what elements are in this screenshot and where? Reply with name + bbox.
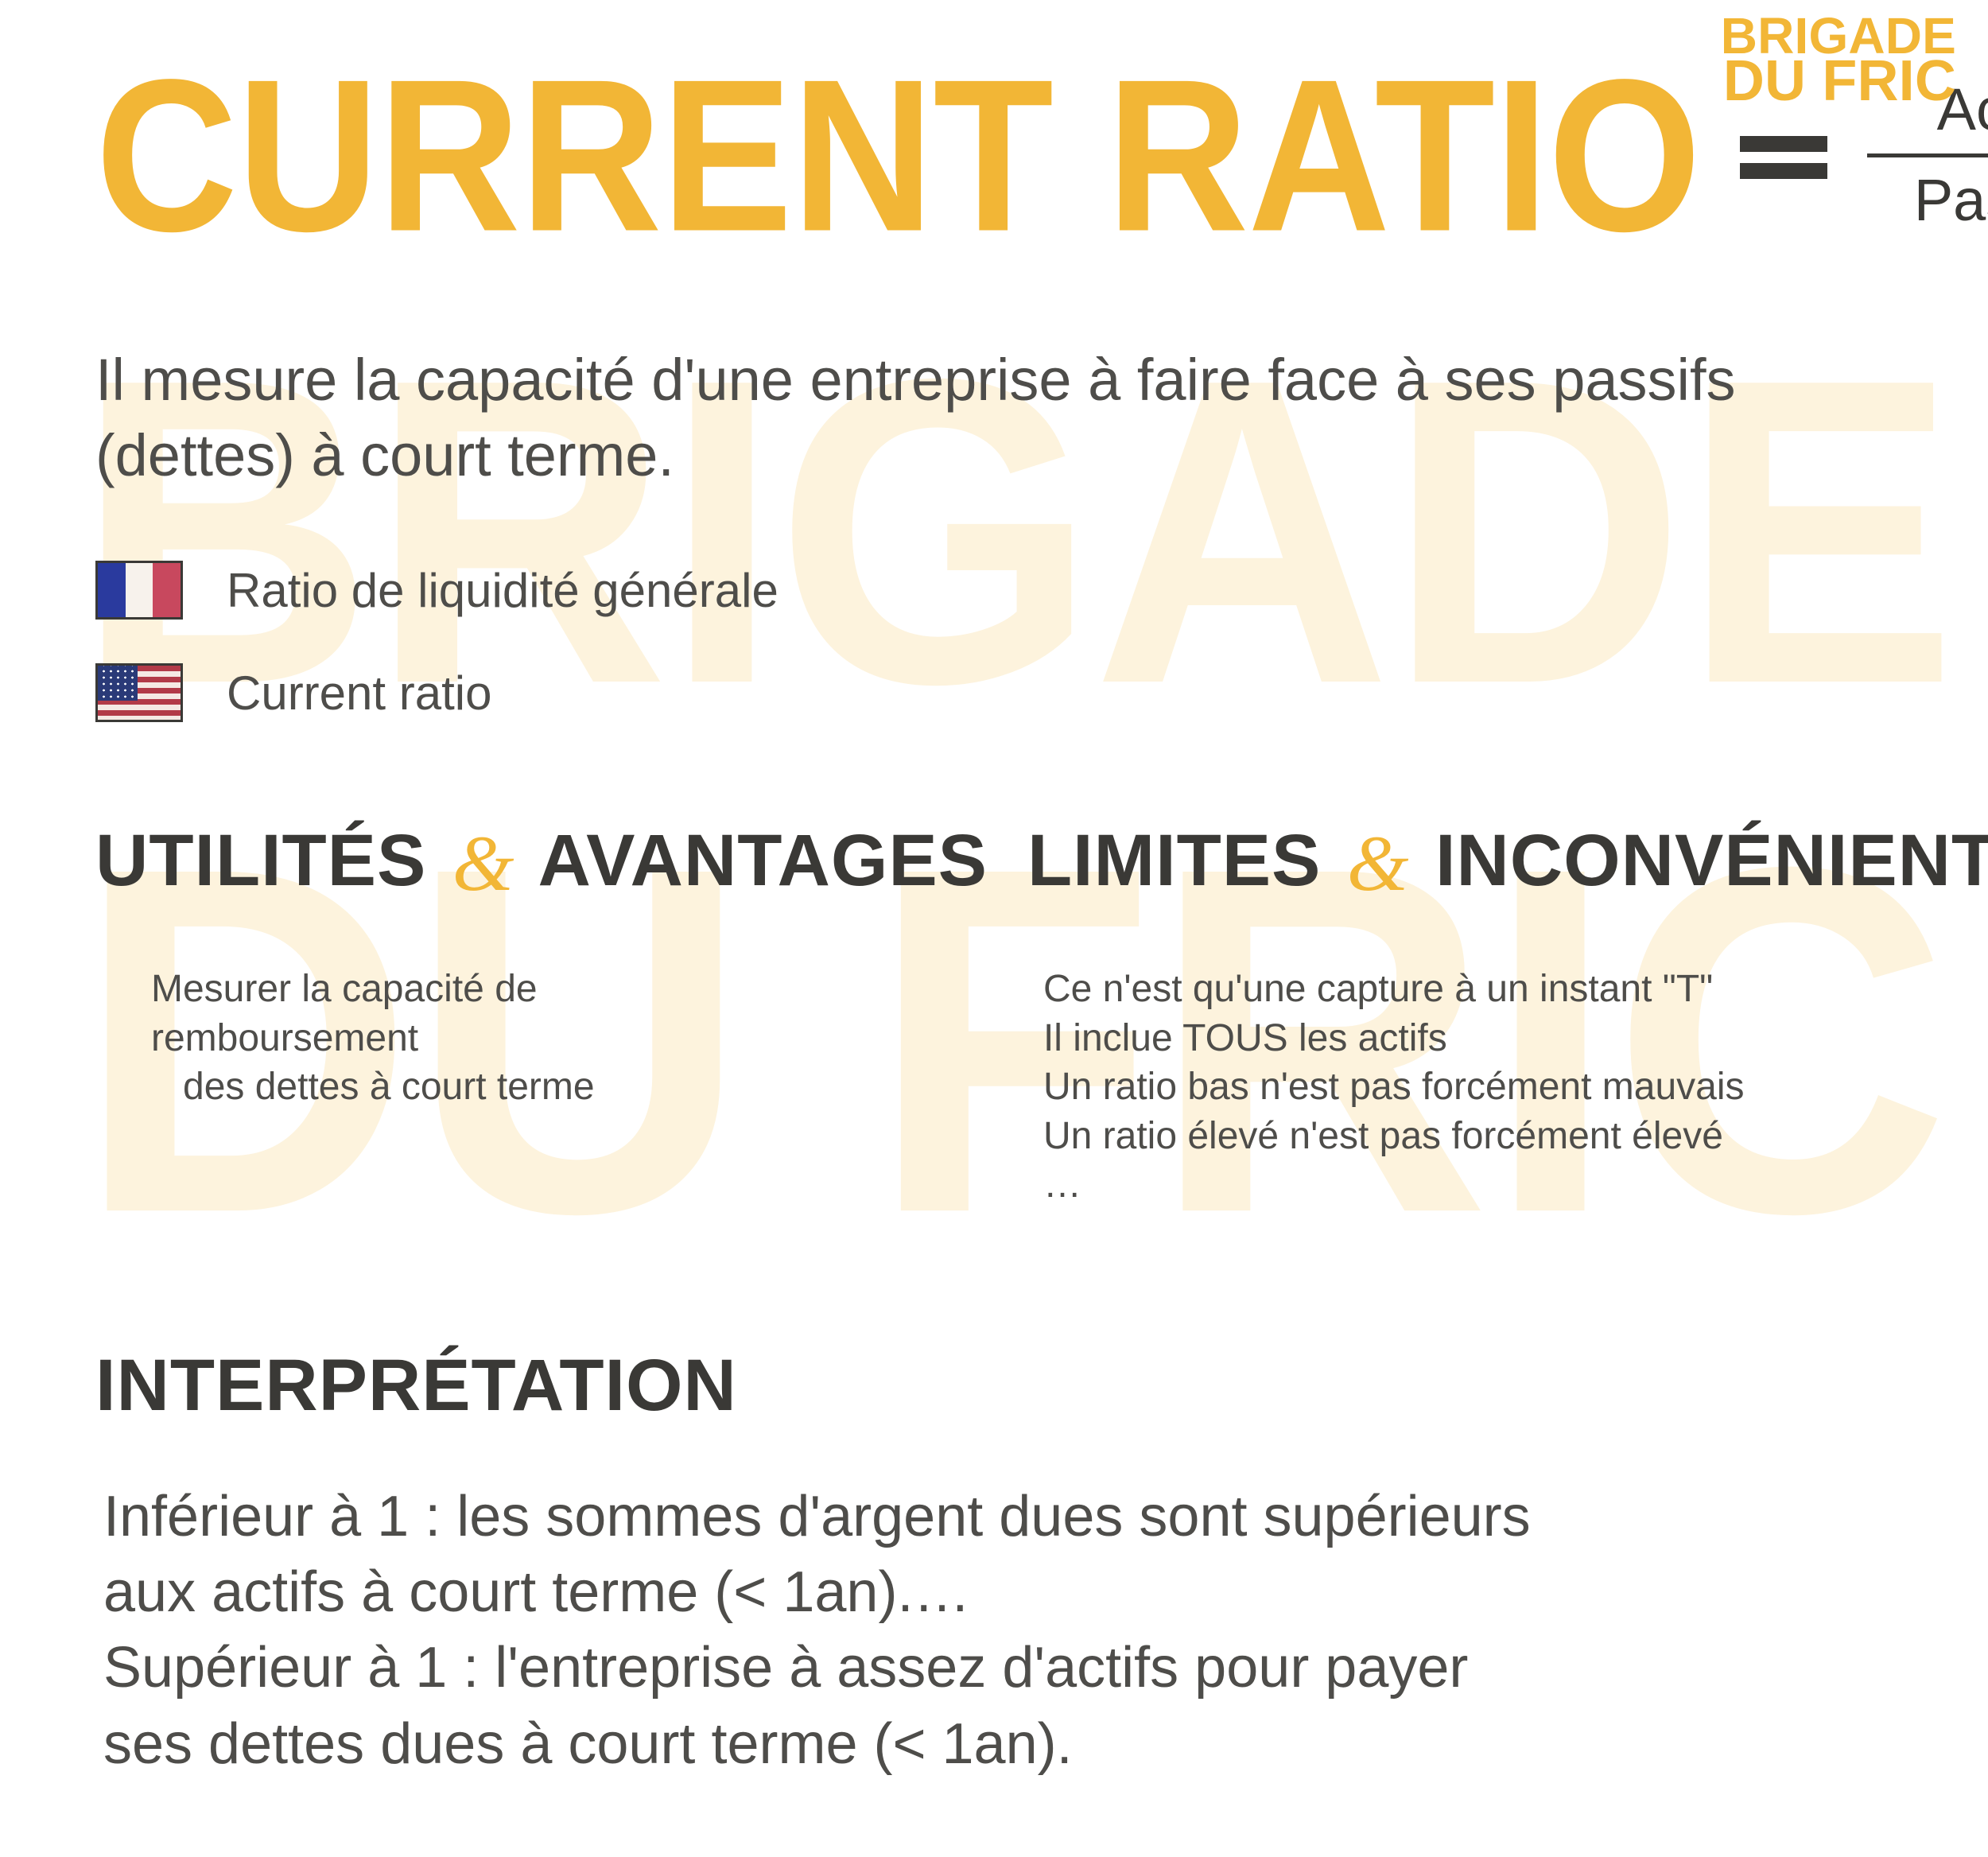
hero-row: CURRENT RATIO Actifs courants Passifs co… xyxy=(95,56,1901,239)
column-advantages: UTILITÉS & AVANTAGES Mesurer la capacité… xyxy=(95,818,988,1209)
brand-logo: BRIGADE DU FRIC xyxy=(1721,14,1956,107)
equals-bar xyxy=(1740,136,1827,152)
interpretation-line: aux actifs à court terme (< 1an).… xyxy=(103,1555,1901,1630)
column-limits: LIMITES & INCONVÉNIENTS Ce n'est qu'une … xyxy=(1035,818,1988,1209)
advantages-line1: Mesurer la capacité de remboursement xyxy=(151,968,538,1059)
limits-body: Ce n'est qu'une capture à un instant "T"… xyxy=(1035,965,1988,1209)
limits-item: Un ratio élevé n'est pas forcément élevé xyxy=(1043,1112,1988,1160)
interpretation-line: ses dettes dues à court terme (< 1an). xyxy=(103,1707,1901,1782)
ampersand-icon: & xyxy=(1342,819,1415,907)
limits-item: … xyxy=(1043,1160,1988,1209)
advantages-heading: UTILITÉS & AVANTAGES xyxy=(95,818,988,909)
ampersand-icon: & xyxy=(448,819,520,907)
flag-usa-icon xyxy=(95,663,183,722)
advantages-body: Mesurer la capacité de remboursement des… xyxy=(95,965,787,1111)
limits-item: Ce n'est qu'une capture à un instant "T" xyxy=(1043,965,1988,1013)
description: Il mesure la capacité d'une entreprise à… xyxy=(95,343,1845,493)
interpretation-line: Supérieur à 1 : l'entreprise à assez d'a… xyxy=(103,1630,1901,1706)
brand-line2: DU FRIC xyxy=(1721,57,1956,106)
advantages-line2: des dettes à court terme xyxy=(151,1063,787,1111)
translation-us: Current ratio xyxy=(95,663,1901,722)
translations: Ratio de liquidité générale Current rati… xyxy=(95,561,1901,722)
two-columns: UTILITÉS & AVANTAGES Mesurer la capacité… xyxy=(95,818,1901,1209)
interpretation-body: Inférieur à 1 : les sommes d'argent dues… xyxy=(95,1479,1901,1781)
limits-item: Il inclue TOUS les actifs xyxy=(1043,1014,1988,1063)
advantages-heading-b: AVANTAGES xyxy=(538,820,988,901)
equals-bar xyxy=(1740,163,1827,179)
limits-heading-b: INCONVÉNIENTS xyxy=(1435,820,1988,901)
equals-sign xyxy=(1740,136,1827,179)
interpretation-line: Inférieur à 1 : les sommes d'argent dues… xyxy=(103,1479,1901,1555)
hero-title: CURRENT RATIO xyxy=(95,63,1700,247)
interpretation-heading: INTERPRÉTATION xyxy=(95,1344,1901,1428)
flag-france-icon xyxy=(95,561,183,620)
translation-fr: Ratio de liquidité générale xyxy=(95,561,1901,620)
fraction-denominator: Passifs courants xyxy=(1892,157,1988,238)
fr-blue xyxy=(98,563,126,617)
flag-usa-stars xyxy=(98,666,138,701)
fr-white xyxy=(126,563,153,617)
limits-item: Un ratio bas n'est pas forcément mauvais xyxy=(1043,1063,1988,1111)
translation-fr-label: Ratio de liquidité générale xyxy=(227,563,779,618)
limits-heading-a: LIMITES xyxy=(1027,820,1321,901)
advantages-heading-a: UTILITÉS xyxy=(95,820,426,901)
limits-heading: LIMITES & INCONVÉNIENTS xyxy=(1027,818,1988,909)
fr-red xyxy=(153,563,181,617)
translation-us-label: Current ratio xyxy=(227,666,491,721)
